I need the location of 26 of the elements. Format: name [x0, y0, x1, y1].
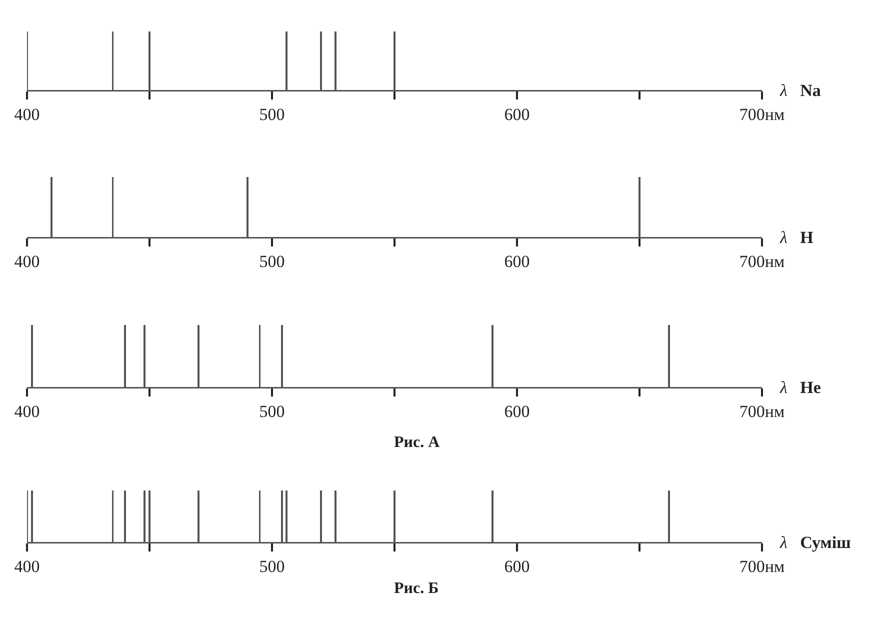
text: Рис. А: [394, 434, 440, 451]
text: Суміш: [800, 533, 851, 552]
x-tick-label: 600: [504, 402, 530, 421]
x-axis-title: λ: [779, 378, 788, 397]
x-tick-label: 400: [14, 104, 40, 124]
text: Рис. Б: [394, 580, 439, 597]
x-tick-label: 600: [504, 252, 530, 271]
x-tick-label: 500: [259, 402, 285, 421]
x-axis-title: λ: [779, 81, 788, 100]
x-tick-label: 500: [259, 556, 285, 576]
x-tick-label: 500: [259, 104, 285, 124]
x-axis-title: λ: [779, 228, 788, 247]
x-tick-label: 400: [14, 556, 40, 576]
x-tick-label: 700нм: [739, 104, 785, 124]
x-tick-label: 400: [14, 252, 40, 271]
x-tick-label: 700нм: [739, 556, 785, 576]
x-tick-label: 700нм: [739, 402, 785, 421]
x-tick-label: 700нм: [739, 252, 785, 271]
x-tick-label: 600: [504, 556, 530, 576]
text: Na: [800, 81, 822, 100]
x-tick-label: 400: [14, 402, 40, 421]
text: H: [800, 228, 814, 247]
x-tick-label: 500: [259, 252, 285, 271]
x-axis-title: λ: [779, 533, 788, 552]
x-tick-label: 600: [504, 104, 530, 124]
text: He: [800, 378, 822, 397]
